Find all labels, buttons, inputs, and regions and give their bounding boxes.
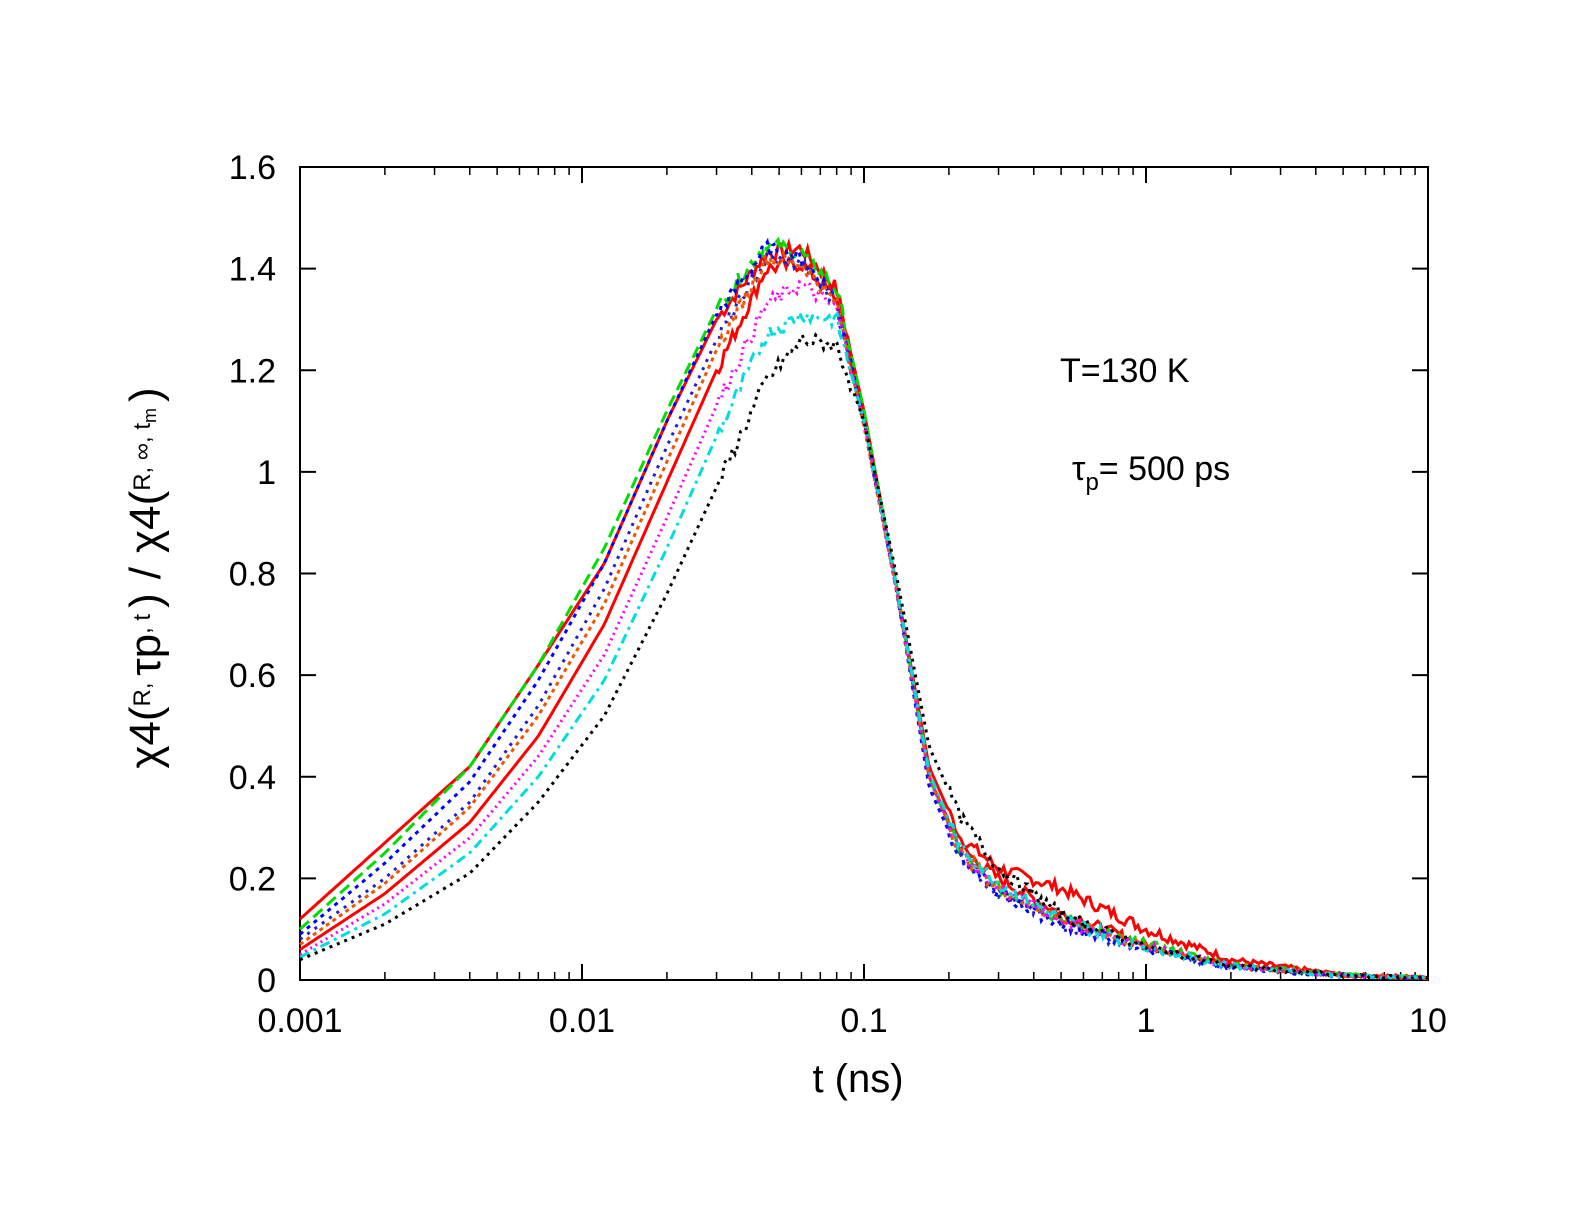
y-title-args3: R, ∞, t xyxy=(129,423,156,491)
y-tick-label: 1.4 xyxy=(229,251,276,289)
annotation-tau: τp= 500 ps xyxy=(1072,450,1230,496)
y-tick-labels: 0 0.2 0.4 0.6 0.8 1 1.2 1.4 1.6 xyxy=(229,149,276,1000)
svg-text:χ4(R, τp, t)/χ4(R, ∞, tm): χ4(R, τp, t)/χ4(R, ∞, tm) xyxy=(121,387,170,768)
y-title-args1: R, xyxy=(129,676,156,707)
axis-ticks xyxy=(299,166,1429,981)
series-red-solid-lower xyxy=(299,256,1429,981)
series-cyan-dashdot xyxy=(299,307,1429,981)
y-title-close1: ) xyxy=(121,593,170,608)
y-title-args2: , t xyxy=(129,614,156,634)
y-tick-label: 0.2 xyxy=(229,860,276,898)
x-tick-label: 0.1 xyxy=(840,1002,887,1040)
x-tick-labels: 0.001 0.01 0.1 1 10 xyxy=(257,1002,1446,1040)
annotation-temperature: T=130 K xyxy=(1060,352,1190,390)
annotation-tau-sub: p xyxy=(1085,469,1098,496)
x-tick-label: 10 xyxy=(1409,1002,1447,1040)
series-lines xyxy=(299,236,1429,982)
series-black-dotted xyxy=(299,331,1428,981)
annotation-tau-symbol: τ xyxy=(1072,450,1086,488)
x-axis-title: t (ns) xyxy=(812,1057,903,1101)
y-tick-label: 0.6 xyxy=(229,657,276,695)
y-tick-label: 1.2 xyxy=(229,352,276,390)
series-blue-dotted-1 xyxy=(299,237,1429,982)
y-title-tau: τp xyxy=(121,634,170,676)
series-green-dashed xyxy=(299,236,1429,981)
x-tick-label: 0.01 xyxy=(549,1002,615,1040)
y-title-close2: ) xyxy=(121,387,170,402)
plot-frame xyxy=(299,166,1429,981)
series-magenta-dotted xyxy=(299,279,1429,981)
x-tick-label: 1 xyxy=(1137,1002,1156,1040)
series-red-solid-upper xyxy=(299,237,1429,980)
y-title-slash: / xyxy=(121,566,170,579)
y-tick-label: 1 xyxy=(257,454,276,492)
y-tick-label: 0.4 xyxy=(229,759,276,797)
y-tick-label: 1.6 xyxy=(229,149,276,187)
y-tick-label: 0.8 xyxy=(229,556,276,594)
y-axis-title: χ4(R, τp, t)/χ4(R, ∞, tm) xyxy=(121,387,170,768)
y-tick-label: 0 xyxy=(257,962,276,1000)
y-title-chi: χ4( xyxy=(121,706,170,769)
series-orange-dotted xyxy=(299,250,1429,981)
y-title-args3-sub: m xyxy=(140,408,160,423)
y-title-chi2: χ4( xyxy=(121,490,170,553)
series-blue-dotted-2 xyxy=(299,249,1429,981)
x-tick-label: 0.001 xyxy=(257,1002,342,1040)
annotation-tau-value: = 500 ps xyxy=(1099,450,1230,488)
